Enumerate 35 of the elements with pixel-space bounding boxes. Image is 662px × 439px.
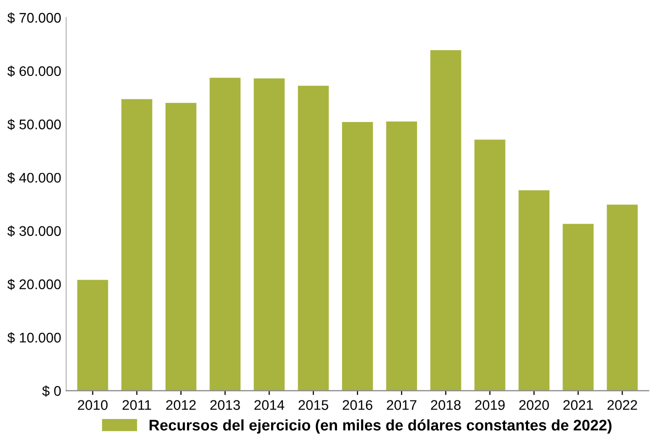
bar — [166, 102, 196, 391]
x-tick-label: 2013 — [210, 400, 240, 410]
bar — [562, 224, 594, 391]
y-tick-label: $ 0 — [42, 385, 61, 397]
x-tick-label: 2014 — [254, 400, 284, 410]
y-tick-label: $ 20.000 — [7, 278, 61, 290]
bar — [430, 50, 462, 391]
bar — [386, 122, 418, 391]
x-tick-label: 2020 — [519, 400, 549, 410]
bar — [518, 190, 550, 391]
legend-label: Recursos del ejercicio (en miles de dólares constantes de 2022) — [150, 419, 612, 434]
x-tick-label: 2019 — [475, 400, 505, 410]
y-tick-label: $ 40.000 — [7, 172, 61, 184]
x-tick-label: 2016 — [342, 400, 372, 410]
x-tick-label: 2021 — [563, 400, 593, 410]
x-tick-label: 2012 — [166, 400, 196, 410]
bar — [298, 86, 329, 391]
bar — [210, 78, 241, 391]
x-tick-label: 2018 — [431, 400, 461, 410]
bar — [121, 99, 152, 391]
bar — [342, 122, 373, 391]
y-tick-label: $ 70.000 — [7, 12, 61, 24]
y-tick-label: $ 30.000 — [7, 226, 61, 237]
bar — [77, 280, 108, 391]
x-tick-label: 2010 — [78, 400, 108, 410]
x-tick-label: 2022 — [608, 400, 638, 410]
x-tick-label: 2017 — [386, 400, 416, 410]
x-tick-label: 2015 — [298, 400, 328, 410]
y-tick-label: $ 50.000 — [7, 118, 61, 130]
x-tick-label: 2011 — [122, 400, 152, 410]
bar — [254, 78, 285, 391]
y-tick-label: $ 60.000 — [7, 66, 61, 77]
y-tick-label: $ 10.000 — [7, 332, 61, 344]
bar — [474, 140, 506, 391]
bar — [606, 204, 638, 391]
